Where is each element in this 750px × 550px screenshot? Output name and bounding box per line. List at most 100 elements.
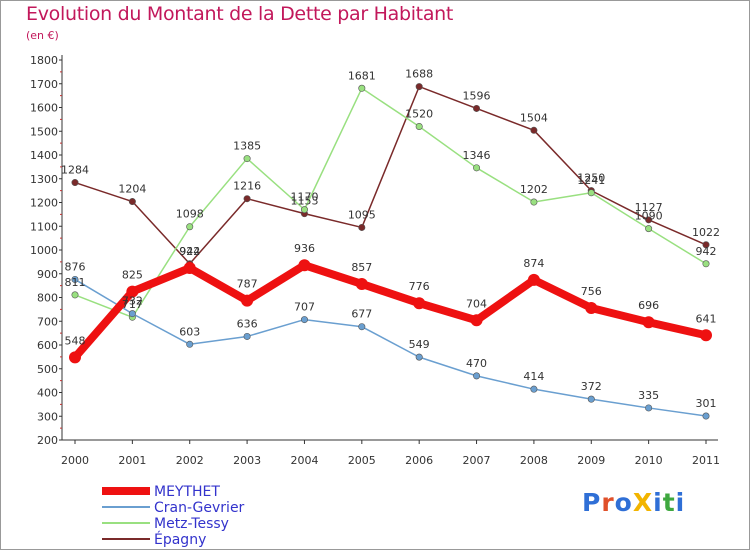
- data-point: [645, 216, 653, 224]
- data-label: 301: [696, 397, 717, 410]
- data-point: [702, 412, 710, 420]
- x-tick-label: 2003: [233, 454, 261, 467]
- chart-subtitle: (en €): [26, 29, 59, 42]
- proxiti-logo: ProXiti: [582, 488, 685, 517]
- x-tick-label: 2008: [520, 454, 548, 467]
- data-point: [358, 84, 366, 92]
- data-label: 1250: [577, 172, 605, 185]
- data-label: 1095: [348, 208, 376, 221]
- logo-letter: P: [582, 488, 602, 517]
- x-tick-label: 2006: [405, 454, 433, 467]
- series-line-meythet: [71, 261, 710, 362]
- data-label: 1202: [520, 183, 548, 196]
- axes: 200 300 400 500 600 700 800 900 1000 1100 1200 1300…: [30, 54, 720, 467]
- series-line-metz-tessy: [74, 87, 707, 318]
- data-point: [702, 260, 710, 268]
- data-point: [527, 273, 540, 286]
- data-point: [186, 340, 194, 348]
- data-label: 1504: [520, 111, 548, 124]
- data-label: 1385: [233, 140, 261, 153]
- data-label: 470: [466, 357, 487, 370]
- data-point: [71, 179, 79, 187]
- logo-letter: t: [662, 488, 676, 517]
- data-label: 1022: [692, 226, 720, 239]
- data-point: [470, 314, 483, 327]
- y-tick-label: 500: [37, 363, 58, 376]
- data-label: 787: [237, 278, 258, 291]
- logo-letter: o: [614, 488, 633, 517]
- y-tick-label: 1800: [30, 54, 58, 67]
- data-label: 1596: [463, 89, 491, 102]
- data-point: [128, 198, 136, 206]
- data-label: 603: [179, 325, 200, 338]
- data-label: 677: [351, 308, 372, 321]
- data-label: 1346: [463, 149, 491, 162]
- series-line-cran-gevrier: [74, 278, 707, 417]
- data-point: [530, 385, 538, 393]
- data-label: 1241: [577, 174, 605, 187]
- data-point: [700, 329, 712, 342]
- logo-letter: i: [653, 488, 663, 517]
- data-label: 811: [65, 276, 86, 289]
- data-label: 696: [638, 299, 659, 312]
- data-label: 1170: [290, 191, 318, 204]
- y-tick-label: 900: [37, 268, 58, 281]
- data-point: [473, 372, 481, 380]
- data-point: [413, 297, 426, 310]
- logo-letter: i: [675, 488, 686, 517]
- y-tick-label: 1600: [30, 102, 58, 115]
- data-point: [300, 206, 308, 214]
- series-layer: [69, 83, 712, 420]
- series-line-épagny: [74, 85, 707, 265]
- data-label: 942: [696, 245, 717, 258]
- data-label: 825: [122, 269, 143, 282]
- data-point: [415, 353, 423, 361]
- data-point: [300, 316, 308, 324]
- data-label: 636: [237, 317, 258, 330]
- data-label: 1284: [61, 164, 89, 177]
- legend-label: Cran-Gevrier: [154, 500, 245, 516]
- data-label: 549: [409, 338, 430, 351]
- legend-label: Metz-Tessy: [154, 516, 229, 532]
- x-tick-label: 2000: [61, 454, 89, 467]
- x-tick-label: 2007: [463, 454, 491, 467]
- data-point: [358, 223, 366, 231]
- data-point: [186, 223, 194, 231]
- data-point: [415, 123, 423, 131]
- x-tick-label: 2002: [176, 454, 204, 467]
- y-tick-label: 1200: [30, 197, 58, 210]
- data-label: 857: [351, 261, 372, 274]
- data-point: [243, 332, 251, 340]
- data-point: [702, 241, 710, 249]
- data-point: [241, 294, 254, 307]
- y-tick-label: 1100: [30, 220, 58, 233]
- y-tick-label: 200: [37, 434, 58, 447]
- data-label: 1098: [176, 208, 204, 221]
- x-tick-label: 2004: [290, 454, 318, 467]
- data-label: 942: [179, 245, 200, 258]
- data-point: [415, 83, 423, 91]
- data-label: 924: [179, 245, 200, 258]
- x-tick-label: 2009: [577, 454, 605, 467]
- y-tick-label: 1000: [30, 244, 58, 257]
- data-point: [530, 198, 538, 206]
- data-point: [183, 262, 196, 275]
- data-point: [358, 323, 366, 331]
- data-point: [126, 285, 139, 298]
- y-tick-label: 700: [37, 315, 58, 328]
- data-label: 548: [65, 334, 86, 347]
- x-tick-label: 2010: [635, 454, 663, 467]
- y-tick-label: 800: [37, 292, 58, 305]
- data-label: 874: [523, 257, 544, 270]
- data-label: 1520: [405, 108, 433, 121]
- data-point: [128, 310, 136, 318]
- data-label: 707: [294, 301, 315, 314]
- x-tick-label: 2005: [348, 454, 376, 467]
- data-point: [585, 301, 598, 314]
- data-label: 1681: [348, 69, 376, 82]
- y-tick-label: 1700: [30, 78, 58, 91]
- data-point: [530, 126, 538, 134]
- data-label: 936: [294, 242, 315, 255]
- data-label: 335: [638, 389, 659, 402]
